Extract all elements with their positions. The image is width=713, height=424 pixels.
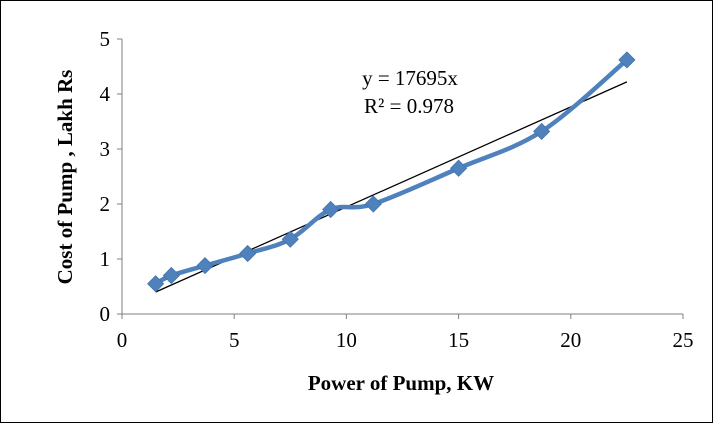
- x-tick-label: 0: [117, 328, 128, 352]
- ticks-layer: 0 5 10 15 20 25 0 1 2 3 4 5: [100, 27, 694, 352]
- axes-layer: [121, 39, 683, 315]
- data-point-marker: [162, 266, 180, 285]
- x-tick-label: 5: [229, 328, 240, 352]
- x-tick-label: 15: [448, 328, 469, 352]
- y-tick-label: 0: [100, 302, 111, 326]
- y-tick-label: 4: [100, 82, 111, 106]
- data-point-marker: [533, 122, 551, 140]
- y-tick-label: 2: [100, 192, 111, 216]
- x-tick-label: 20: [560, 328, 581, 352]
- data-point-marker: [322, 200, 340, 219]
- y-tick-label: 3: [100, 137, 111, 161]
- data-point-marker: [618, 51, 636, 69]
- trendline-equation: y = 17695x: [362, 66, 458, 90]
- data-point-marker: [281, 230, 299, 248]
- data-point-marker: [364, 195, 382, 213]
- x-tick-label: 10: [336, 328, 357, 352]
- y-tick-label: 5: [100, 27, 111, 51]
- data-point-marker: [196, 257, 214, 275]
- y-axis-title: Cost of Pump , Lakh Rs: [53, 70, 77, 285]
- data-point-marker: [147, 275, 165, 293]
- markers-layer: [147, 51, 636, 293]
- trendline-r-squared: R² = 0.978: [364, 94, 454, 118]
- data-point-marker: [239, 244, 257, 263]
- x-axis-title: Power of Pump, KW: [308, 371, 494, 395]
- x-tick-label: 25: [673, 328, 694, 352]
- y-tick-label: 1: [100, 247, 111, 271]
- data-point-marker: [450, 159, 468, 177]
